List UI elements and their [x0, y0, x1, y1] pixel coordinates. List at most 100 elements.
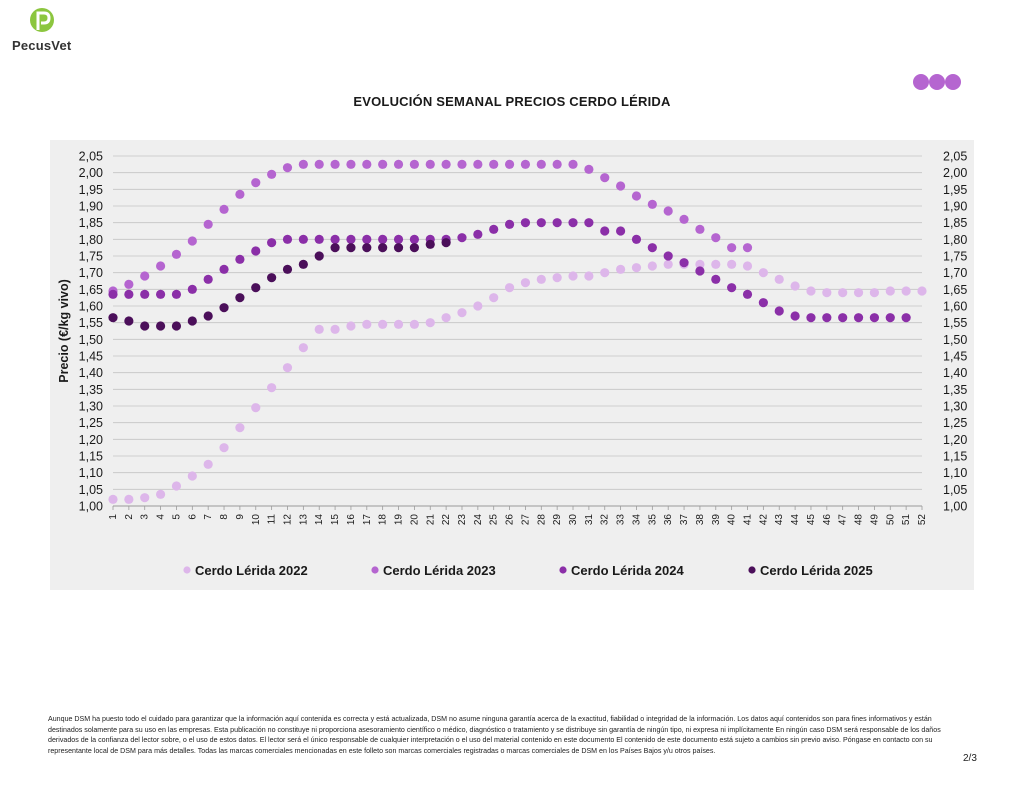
point-series-3	[298, 234, 308, 244]
page-number: 2/3	[963, 753, 977, 764]
point-series-1	[346, 321, 356, 331]
point-series-3	[171, 289, 182, 299]
legend-marker	[371, 566, 379, 574]
point-series-3	[774, 306, 784, 316]
scatter-chart: 1,00 1,00 1,05 1,05 1,10 1,10 1,15 1,15 1,20 1,20…	[57, 150, 967, 579]
x-tick-label: 41	[743, 514, 754, 526]
x-tick-label: 46	[822, 514, 833, 526]
point-series-1	[251, 403, 261, 413]
point-series-1	[457, 308, 467, 318]
chart-title: EVOLUCIÓN SEMANAL PRECIOS CERDO LÉRIDA	[353, 94, 671, 109]
y-tick-label-left: 1,15	[79, 450, 103, 464]
point-series-1	[425, 318, 435, 328]
point-series-4	[362, 243, 372, 253]
y-tick-label-left: 1,35	[79, 383, 103, 397]
point-series-3	[727, 283, 737, 293]
point-series-1	[711, 259, 721, 269]
point-series-1	[267, 383, 277, 393]
point-series-3	[647, 243, 657, 253]
x-tick-label: 25	[489, 514, 500, 526]
y-tick-label-left: 2,00	[79, 166, 103, 180]
point-series-3	[758, 298, 768, 308]
legend-label: Cerdo Lérida 2022	[195, 563, 308, 578]
x-tick-label: 17	[362, 514, 373, 526]
point-series-2	[425, 159, 435, 169]
y-tick-label-right: 1,45	[943, 350, 967, 364]
x-tick-label: 48	[854, 514, 865, 526]
point-series-3	[616, 226, 626, 236]
legend-label: Cerdo Lérida 2025	[760, 563, 873, 578]
point-series-2	[298, 159, 308, 169]
x-tick-label: 24	[473, 514, 484, 526]
point-series-2	[742, 243, 753, 253]
x-tick-label: 5	[171, 514, 182, 520]
point-series-4	[409, 243, 419, 253]
point-series-1	[330, 324, 340, 334]
point-series-4	[140, 321, 150, 331]
y-tick-label-right: 1,30	[943, 400, 967, 414]
point-series-3	[584, 218, 594, 228]
y-tick-label-right: 1,25	[943, 416, 967, 430]
point-series-2	[346, 159, 356, 169]
point-series-4	[124, 316, 134, 326]
y-tick-label-left: 1,50	[79, 333, 103, 347]
x-tick-label: 4	[156, 514, 167, 520]
point-series-4	[282, 264, 293, 274]
x-tick-label: 36	[663, 514, 674, 526]
y-tick-label-right: 1,70	[943, 266, 967, 280]
point-series-2	[171, 249, 182, 259]
point-series-2	[457, 159, 467, 169]
point-series-1	[171, 481, 182, 491]
point-series-1	[155, 489, 166, 499]
point-series-3	[552, 218, 562, 228]
point-series-1	[822, 288, 832, 298]
x-tick-label: 38	[695, 514, 706, 526]
point-series-3	[663, 251, 673, 261]
y-tick-label-right: 1,50	[943, 333, 967, 347]
y-tick-label-left: 1,65	[79, 283, 103, 297]
point-series-2	[647, 199, 657, 209]
point-series-2	[489, 159, 499, 169]
point-series-4	[393, 243, 404, 253]
point-series-2	[552, 159, 562, 169]
y-tick-label-left: 1,75	[79, 250, 103, 264]
point-series-3	[489, 224, 499, 234]
point-series-3	[219, 264, 229, 274]
point-series-2	[362, 159, 372, 169]
x-tick-label: 6	[187, 514, 198, 520]
x-tick-label: 28	[536, 514, 547, 526]
point-series-1	[298, 343, 308, 353]
point-series-2	[235, 189, 245, 199]
point-series-4	[219, 303, 229, 313]
point-series-1	[631, 263, 642, 273]
point-series-4	[171, 321, 182, 331]
y-tick-label-right: 1,80	[943, 233, 967, 247]
x-tick-label: 19	[394, 514, 405, 526]
point-series-3	[520, 218, 531, 228]
x-tick-label: 22	[441, 514, 452, 526]
x-tick-label: 43	[774, 514, 785, 526]
point-series-3	[314, 234, 324, 244]
point-series-1	[600, 268, 610, 278]
y-tick-label-right: 1,20	[943, 433, 967, 447]
y-tick-label-left: 1,25	[79, 416, 103, 430]
point-series-1	[489, 293, 499, 303]
point-series-3	[695, 266, 705, 276]
point-series-3	[504, 219, 515, 229]
point-series-1	[663, 259, 673, 269]
y-tick-label-right: 2,00	[943, 166, 967, 180]
point-series-1	[314, 324, 324, 334]
point-series-3	[267, 238, 277, 248]
point-series-1	[853, 288, 864, 298]
point-series-3	[600, 226, 610, 236]
x-tick-label: 21	[425, 514, 436, 526]
x-tick-label: 49	[869, 514, 880, 526]
y-tick-label-right: 1,00	[943, 500, 967, 514]
point-series-2	[536, 159, 546, 169]
point-series-4	[378, 243, 388, 253]
x-tick-label: 39	[711, 514, 722, 526]
point-series-1	[552, 273, 562, 283]
point-series-3	[282, 234, 293, 244]
y-tick-label-left: 1,90	[79, 200, 103, 214]
y-tick-label-right: 1,60	[943, 300, 967, 314]
